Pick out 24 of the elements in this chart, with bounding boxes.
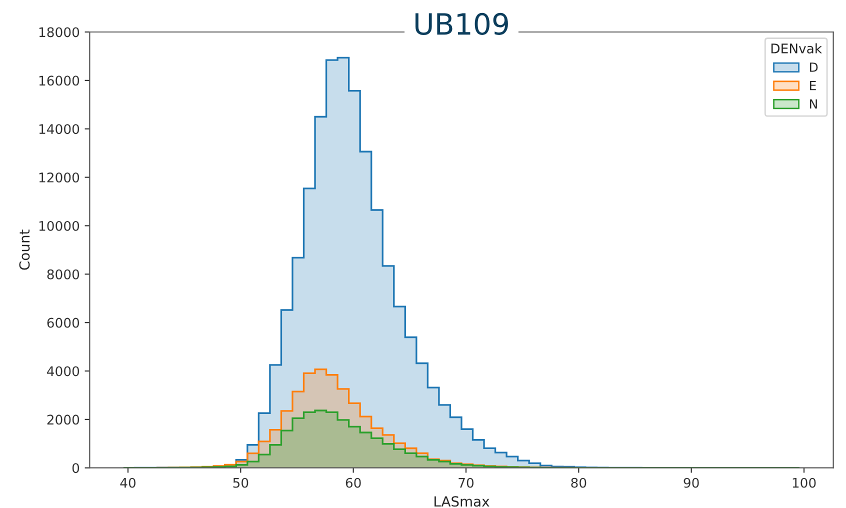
x-tick-label: 70: [458, 478, 474, 488]
x-tick-label: 80: [571, 478, 586, 488]
x-tick-label: 90: [684, 478, 699, 488]
x-tick-label: 100: [792, 478, 816, 488]
y-tick-label: 10000: [39, 220, 80, 231]
legend-title: DENvak: [771, 43, 822, 54]
y-tick-label: 0: [72, 463, 80, 474]
y-tick-label: 18000: [39, 27, 80, 38]
y-tick-label: 14000: [39, 124, 80, 134]
x-axis-title: LASmax: [434, 496, 490, 507]
x-tick-label: 60: [346, 478, 361, 488]
x-tick-label: 50: [233, 478, 248, 488]
y-tick-label: 4000: [47, 366, 80, 376]
y-tick-label: 16000: [39, 76, 80, 86]
legend-label: N: [810, 99, 817, 108]
x-tick-label: 40: [120, 478, 136, 488]
y-tick-label: 6000: [47, 318, 80, 328]
y-axis-title: Count: [19, 230, 30, 270]
legend-label: E: [810, 81, 816, 90]
y-tick-label: 2000: [47, 414, 80, 425]
legend-label: D: [810, 62, 818, 72]
y-tick-label: 12000: [39, 172, 80, 182]
y-tick-label: 8000: [47, 269, 80, 280]
chart-title: UB109: [416, 12, 508, 35]
